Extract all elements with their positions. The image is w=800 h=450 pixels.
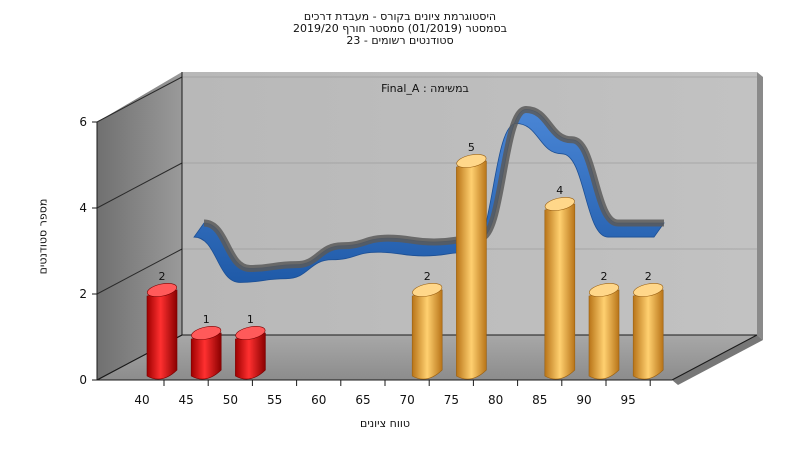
bar-body (190, 332, 222, 380)
x-tick-label: 95 (621, 393, 636, 407)
back-wall-edge (757, 72, 763, 340)
x-tick-label: 80 (488, 393, 503, 407)
bar: 1 (190, 313, 222, 380)
bar-value-label: 2 (159, 270, 166, 283)
bar: 2 (632, 270, 664, 380)
y-tick-label: 4 (79, 201, 87, 215)
bar: 5 (456, 141, 487, 380)
bar-top (456, 154, 487, 168)
x-tick-label: 85 (532, 393, 547, 407)
bar-body (411, 289, 443, 380)
bar-series: 2 1 1 2 5 4 2 2 (146, 141, 664, 380)
bar: 1 (235, 313, 266, 380)
bar-body (632, 289, 664, 380)
bar-value-label: 2 (645, 270, 652, 283)
floor-right-edge (671, 334, 758, 381)
floor-edge (672, 335, 763, 385)
x-tick-label: 90 (576, 393, 591, 407)
bar-body (588, 289, 620, 380)
bar-top (588, 283, 620, 297)
x-tick-label: 70 (400, 393, 415, 407)
bar-body (235, 332, 266, 380)
bar-body (456, 160, 487, 380)
chart-title-block: היסטוגרמת ציונים בקורס - מעבדת דרכים בסמ… (200, 11, 600, 47)
trend-ribbon (193, 106, 665, 283)
bar-body (544, 203, 576, 380)
bar: 4 (544, 184, 576, 380)
y-tick-label: 2 (79, 287, 87, 301)
bar-value-label: 1 (247, 313, 254, 326)
x-tick-label: 40 (134, 393, 149, 407)
bar-value-label: 4 (556, 184, 563, 197)
side-gridline (96, 76, 183, 123)
bar-top (235, 326, 266, 340)
bar-value-label: 5 (468, 141, 475, 154)
x-tick-label: 60 (311, 393, 326, 407)
x-tick-label: 45 (179, 393, 194, 407)
y-tick-label: 0 (79, 373, 87, 387)
bar-top (633, 283, 664, 297)
side-gridline (96, 248, 183, 295)
chart-subtitle-line-2: סטודנטים רשומים - 23 (346, 34, 454, 47)
bar-top (412, 283, 443, 297)
x-tick-label: 65 (355, 393, 370, 407)
x-tick-label: 75 (444, 393, 459, 407)
chart-title: היסטוגרמת ציונים בקורס - מעבדת דרכים (303, 10, 497, 23)
x-axis-label: טווח ציונים (360, 417, 410, 430)
chart-subtitle-line-1: בסמסטר (01/2019) סמסטר חורף 2019/20 (293, 22, 507, 35)
y-tick-label: 6 (79, 115, 87, 129)
x-tick-label: 55 (267, 393, 282, 407)
bar: 2 (146, 270, 178, 380)
bar: 2 (411, 270, 443, 380)
task-annotation: במשימה : Final_A (381, 82, 469, 95)
bar-value-label: 2 (424, 270, 431, 283)
bar-body (146, 289, 178, 380)
bar-top (146, 283, 178, 297)
bar-top (544, 197, 575, 211)
ribbon-top-edge (203, 106, 664, 272)
bar: 2 (588, 270, 620, 380)
bar-top (191, 326, 222, 340)
side-gridline (96, 162, 183, 209)
x-tick-label: 50 (223, 393, 238, 407)
y-axis-label: מספר סטודנטים (36, 198, 50, 275)
bar-value-label: 2 (601, 270, 608, 283)
bar-value-label: 1 (203, 313, 210, 326)
